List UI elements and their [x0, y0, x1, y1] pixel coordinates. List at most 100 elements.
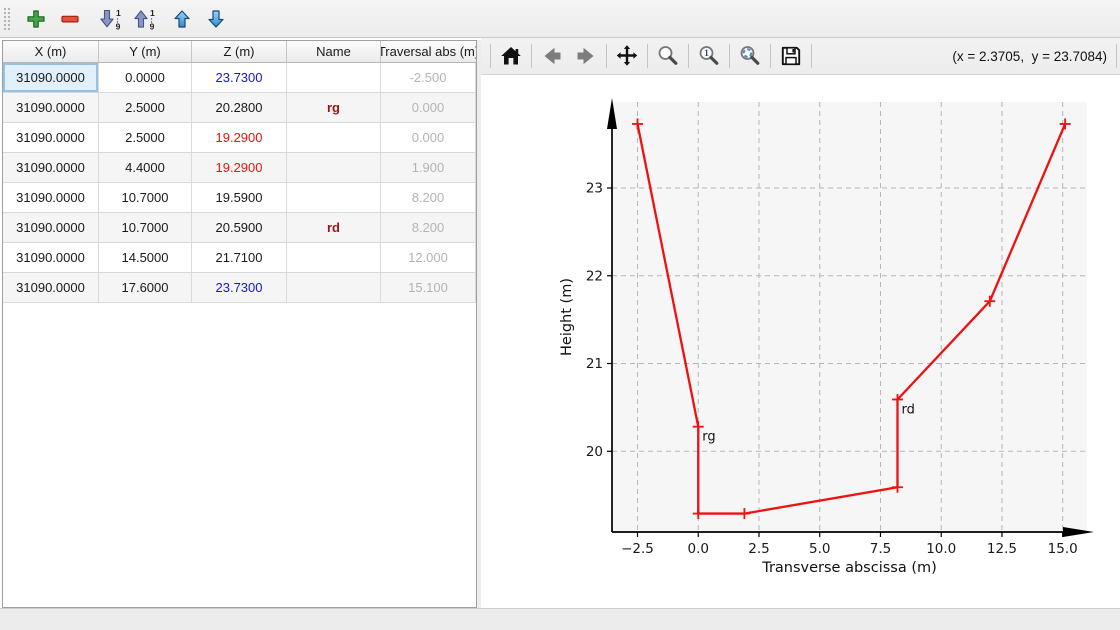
back-button[interactable]	[535, 41, 569, 71]
move-down-button[interactable]	[201, 4, 231, 34]
x-tick-label: 12.5	[987, 541, 1017, 557]
zoom-fit-button[interactable]	[733, 41, 767, 71]
toolbar-separator	[729, 44, 730, 68]
header-x[interactable]: X (m)	[3, 41, 99, 63]
cell-x[interactable]: 31090.0000	[3, 63, 99, 93]
cell-y[interactable]: 17.6000	[99, 273, 192, 303]
forward-button[interactable]	[569, 41, 603, 71]
cell-name[interactable]	[287, 63, 381, 93]
table-row: 31090.0000 14.5000 21.7100 12.000	[3, 243, 476, 273]
zoom-one-button[interactable]: 1	[692, 41, 726, 71]
cell-y[interactable]: 2.5000	[99, 123, 192, 153]
toolbar-separator	[811, 44, 812, 68]
y-tick-label: 23	[586, 181, 603, 197]
cell-name[interactable]	[287, 153, 381, 183]
main-toolbar: 1 9 1 9	[0, 0, 1120, 38]
zoom-button[interactable]	[651, 41, 685, 71]
cell-name[interactable]	[287, 123, 381, 153]
move-up-icon	[174, 9, 190, 28]
table-row: 31090.0000 10.7000 20.5900 rd 8.200	[3, 213, 476, 243]
cell-name[interactable]	[287, 273, 381, 303]
cell-name[interactable]	[287, 243, 381, 273]
cell-traversal-abs: 8.200	[381, 183, 476, 213]
cell-x[interactable]: 31090.0000	[3, 213, 99, 243]
x-axis-label: Transverse abscissa (m)	[761, 560, 937, 576]
profile-line	[636, 123, 1067, 515]
toolbar-separator	[490, 44, 491, 68]
save-button[interactable]	[774, 41, 808, 71]
forward-icon	[577, 47, 594, 65]
y-axis-label: Height (m)	[559, 278, 575, 356]
cell-y[interactable]: 14.5000	[99, 243, 192, 273]
cell-name[interactable]: rg	[287, 93, 381, 123]
cell-z[interactable]: 19.2900	[192, 123, 287, 153]
status-bar	[0, 608, 1120, 630]
save-icon	[781, 46, 801, 66]
toolbar-separator	[770, 44, 771, 68]
y-tick-label: 22	[586, 268, 603, 284]
plot-toolbar: 1 (x	[481, 38, 1120, 75]
cell-z[interactable]: 19.5900	[192, 183, 287, 213]
y-tick-label: 20	[586, 444, 603, 460]
svg-text:9: 9	[150, 21, 155, 31]
cell-x[interactable]: 31090.0000	[3, 243, 99, 273]
svg-text:9: 9	[116, 21, 121, 31]
cursor-coordinates: (x = 2.3705, y = 23.7084)	[952, 48, 1107, 64]
x-tick-label: 15.0	[1048, 541, 1078, 557]
pan-icon	[616, 45, 638, 66]
header-z[interactable]: Z (m)	[192, 41, 287, 63]
cell-name[interactable]	[287, 183, 381, 213]
y-tick-label: 21	[586, 356, 603, 372]
zoom-one-icon: 1	[699, 46, 719, 65]
table-row: 31090.0000 10.7000 19.5900 8.200	[3, 183, 476, 213]
svg-text:1: 1	[116, 8, 121, 18]
cross-section-chart[interactable]: −2.5 0.0 2.5 5.0 7.5 10.0 12.5 15.0 20 21 22 23 Tran…	[481, 75, 1120, 608]
cell-z[interactable]: 23.7300	[192, 63, 287, 93]
header-y[interactable]: Y (m)	[99, 41, 192, 63]
x-tick-label: 0.0	[688, 541, 709, 557]
x-tick-label: 7.5	[870, 541, 891, 557]
header-traversal-abs[interactable]: Traversal abs (m)	[381, 41, 476, 63]
cell-traversal-abs: 8.200	[381, 213, 476, 243]
cell-z[interactable]: 20.5900	[192, 213, 287, 243]
cell-x[interactable]: 31090.0000	[3, 123, 99, 153]
table-body: 31090.0000 0.0000 23.7300 -2.500 31090.0000 2…	[3, 63, 476, 303]
plot-canvas[interactable]: −2.5 0.0 2.5 5.0 7.5 10.0 12.5 15.0 20 21 22 23 Tran…	[481, 75, 1120, 608]
svg-text:1: 1	[704, 48, 709, 58]
cell-x[interactable]: 31090.0000	[3, 153, 99, 183]
header-name[interactable]: Name	[287, 41, 381, 63]
point-annotation: rd	[901, 402, 914, 417]
cell-y[interactable]: 2.5000	[99, 93, 192, 123]
zoom-fit-icon	[740, 46, 760, 65]
cell-z[interactable]: 19.2900	[192, 153, 287, 183]
remove-point-button[interactable]	[55, 4, 85, 34]
x-tick-label: 5.0	[809, 541, 830, 557]
zoom-icon	[658, 46, 678, 65]
toolbar-separator	[647, 44, 648, 68]
cell-y[interactable]: 4.4000	[99, 153, 192, 183]
cell-x[interactable]: 31090.0000	[3, 183, 99, 213]
cell-z[interactable]: 21.7100	[192, 243, 287, 273]
cell-z[interactable]: 23.7300	[192, 273, 287, 303]
sort-ascending-button[interactable]: 1 9	[129, 4, 159, 34]
cell-traversal-abs: -2.500	[381, 63, 476, 93]
cell-z[interactable]: 20.2800	[192, 93, 287, 123]
pan-button[interactable]	[610, 41, 644, 71]
x-tick-label: 10.0	[926, 541, 956, 557]
cell-x[interactable]: 31090.0000	[3, 273, 99, 303]
table-row: 31090.0000 0.0000 23.7300 -2.500	[3, 63, 476, 93]
move-up-button[interactable]	[167, 4, 197, 34]
sort-ascending-icon: 1 9	[134, 8, 155, 31]
sort-descending-button[interactable]: 1 9	[95, 4, 125, 34]
cell-name[interactable]: rd	[287, 213, 381, 243]
table-header-row: X (m) Y (m) Z (m) Name Traversal abs (m)	[3, 41, 476, 63]
panel-splitter[interactable]	[477, 40, 481, 608]
add-point-button[interactable]	[21, 4, 51, 34]
cell-traversal-abs: 0.000	[381, 93, 476, 123]
cell-y[interactable]: 10.7000	[99, 183, 192, 213]
cell-x[interactable]: 31090.0000	[3, 93, 99, 123]
home-button[interactable]	[494, 41, 528, 71]
toolbar-grip[interactable]	[3, 6, 11, 31]
cell-y[interactable]: 0.0000	[99, 63, 192, 93]
cell-y[interactable]: 10.7000	[99, 213, 192, 243]
